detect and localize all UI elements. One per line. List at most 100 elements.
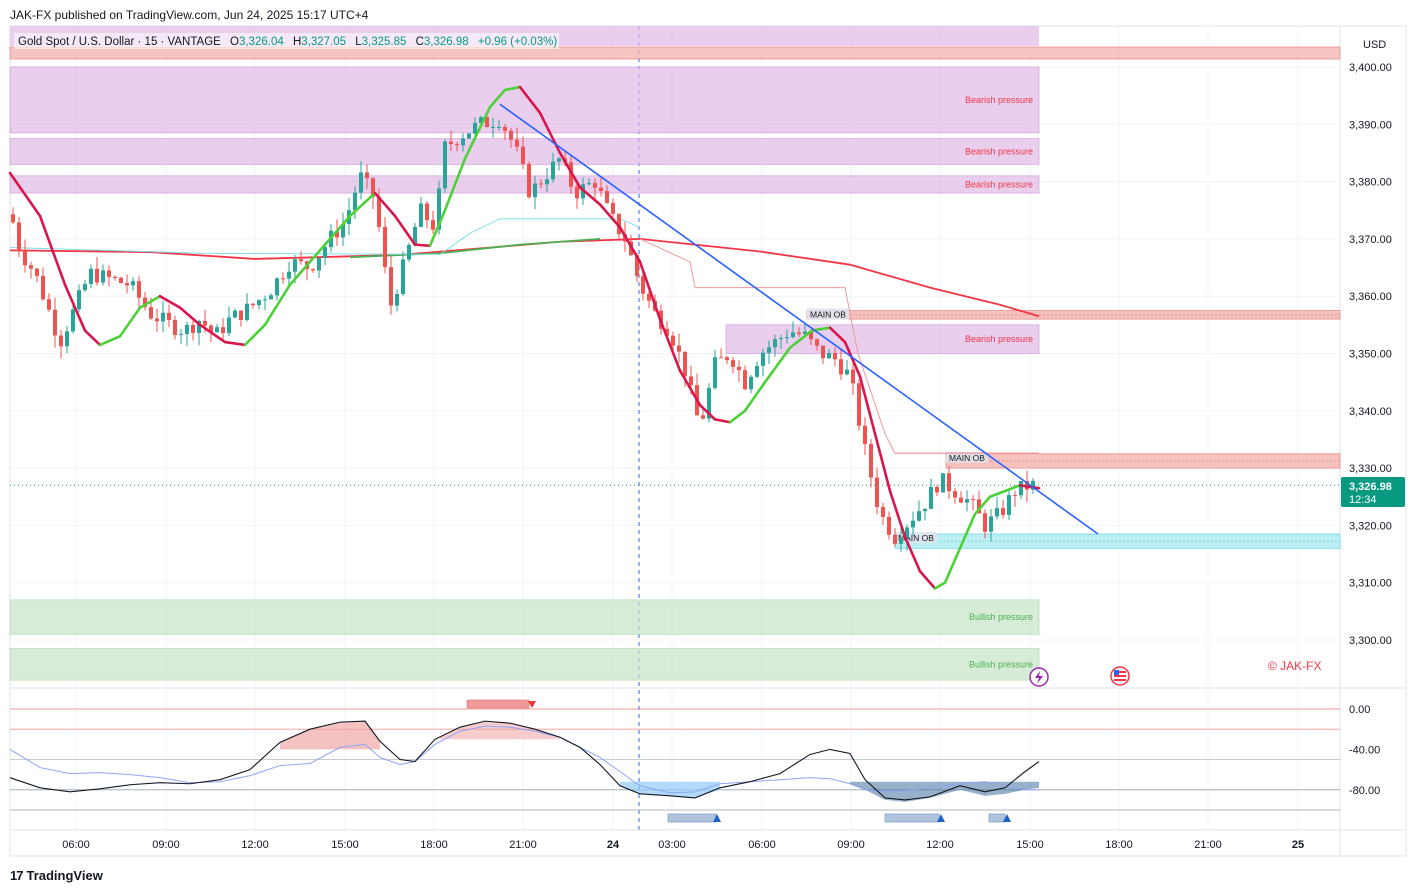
candle-body: [893, 534, 897, 544]
candle-body: [131, 281, 135, 286]
candle-body: [221, 327, 225, 334]
candle-body: [953, 491, 957, 498]
price-tick-label: 3,370.00: [1349, 234, 1392, 246]
candle-body: [617, 213, 621, 235]
price-tick-label: 3,400.00: [1349, 62, 1392, 74]
smooth-indicator-segment: [958, 512, 977, 550]
candle-body: [827, 353, 831, 359]
time-tick-label: 18:00: [420, 839, 448, 851]
candle-body: [527, 164, 531, 198]
time-tick-label: 18:00: [1105, 839, 1133, 851]
smooth-indicator: [8, 85, 1041, 590]
price-tick-label: 3,380.00: [1349, 177, 1392, 189]
candle-body: [737, 366, 741, 371]
candle-body: [551, 161, 555, 180]
trendline[interactable]: [10, 103, 1340, 535]
sell-signal-bar: [466, 699, 530, 709]
tradingview-logo[interactable]: 17 TradingView: [10, 868, 103, 883]
price-chart[interactable]: Bearish pressure Bearish pressure Bearish …: [0, 0, 1416, 862]
smooth-indicator-segment: [198, 323, 227, 344]
buy-signal-bar: [667, 813, 717, 823]
candle-body: [197, 320, 201, 333]
order-block-tag: [895, 531, 937, 543]
candle-body: [557, 158, 561, 162]
ema-green-line: [349, 238, 601, 259]
buy-signal-bar-2: [884, 813, 940, 823]
candle-body: [143, 297, 147, 308]
candle-body: [275, 278, 279, 296]
order-block-label: MAIN OB: [898, 533, 934, 543]
legend-high-label: H: [293, 36, 301, 48]
candle-body: [389, 267, 393, 306]
smooth-indicator-segment: [518, 85, 542, 115]
smooth-indicator-segment: [118, 306, 142, 338]
candle-body: [803, 331, 807, 335]
time-tick-label: 12:00: [241, 839, 269, 851]
lightning-event-icon[interactable]: [1029, 667, 1049, 687]
pressure-zone: [9, 648, 1040, 681]
smooth-indicator-segment: [873, 432, 892, 493]
legend-low-label: L: [355, 36, 362, 48]
candle-body: [731, 360, 735, 367]
candle-body: [767, 347, 771, 353]
price-axis-panel[interactable]: [1339, 25, 1407, 857]
candle-body: [113, 276, 117, 278]
pressure-zone-label: Bearish pressure: [965, 147, 1033, 157]
candle-body: [713, 357, 717, 388]
smooth-indicator-segment: [918, 569, 937, 590]
time-tick-label: 06:00: [62, 839, 90, 851]
candle-body: [701, 415, 705, 419]
candle-body: [719, 357, 723, 359]
candle-body: [599, 187, 603, 191]
candle-body: [1019, 480, 1023, 496]
candle-body: [509, 130, 513, 140]
candle-body: [215, 327, 219, 333]
candle-body: [863, 425, 867, 444]
publish-info: JAK-FX published on TradingView.com, Jun…: [10, 8, 369, 22]
candle-body: [335, 230, 339, 238]
candle-body: [491, 126, 495, 128]
oscillator-pane: 0.00 -40.00 -80.00: [9, 687, 1406, 823]
candle-body: [869, 443, 873, 478]
smooth-indicator-segment: [178, 306, 202, 327]
osc-tick-label: -80.00: [1349, 785, 1380, 797]
osc-tick-label: -40.00: [1349, 744, 1380, 756]
smooth-indicator-segment: [138, 294, 162, 309]
candle-body: [983, 513, 987, 532]
smooth-indicator-segment: [243, 323, 267, 347]
smooth-indicator-segment: [393, 214, 417, 246]
candle-body: [569, 162, 573, 187]
watermark: © JAK-FX: [1268, 659, 1322, 673]
legend-open-value: 3,326.04: [239, 36, 284, 48]
smooth-indicator-segment: [38, 214, 67, 287]
time-tick-label: 25: [1292, 839, 1304, 851]
candle-body: [749, 376, 753, 390]
candle-body: [119, 277, 123, 284]
price-tick-label: 3,300.00: [1349, 635, 1392, 647]
smooth-indicator-segment: [843, 340, 862, 378]
candle-body: [365, 172, 369, 179]
candle-body: [899, 538, 903, 544]
candle-body: [743, 370, 747, 390]
order-block-label: MAIN OB: [949, 453, 985, 463]
pressure-zone-label: Bearish pressure: [965, 95, 1033, 105]
candle-body: [407, 245, 411, 260]
candle-body: [83, 283, 87, 291]
time-tick-label: 24: [607, 839, 620, 851]
legend-close-value: 3,326.98: [424, 36, 469, 48]
candle-body: [449, 141, 453, 145]
candle-body: [545, 179, 549, 185]
smooth-indicator-segment: [63, 283, 87, 332]
currency-label[interactable]: USD: [1363, 39, 1386, 51]
legend-change: +0.96 (+0.03%): [478, 36, 557, 48]
us-flag-event-icon[interactable]: [1110, 666, 1130, 686]
candle-body: [593, 183, 597, 188]
candle-body: [95, 268, 99, 283]
price-tick-label: 3,310.00: [1349, 578, 1392, 590]
smooth-indicator-segment: [503, 85, 522, 92]
candle-body: [173, 320, 177, 335]
candle-body: [419, 203, 423, 227]
candle-body: [755, 365, 759, 377]
candle-body: [971, 499, 975, 501]
candle-body: [845, 369, 849, 375]
